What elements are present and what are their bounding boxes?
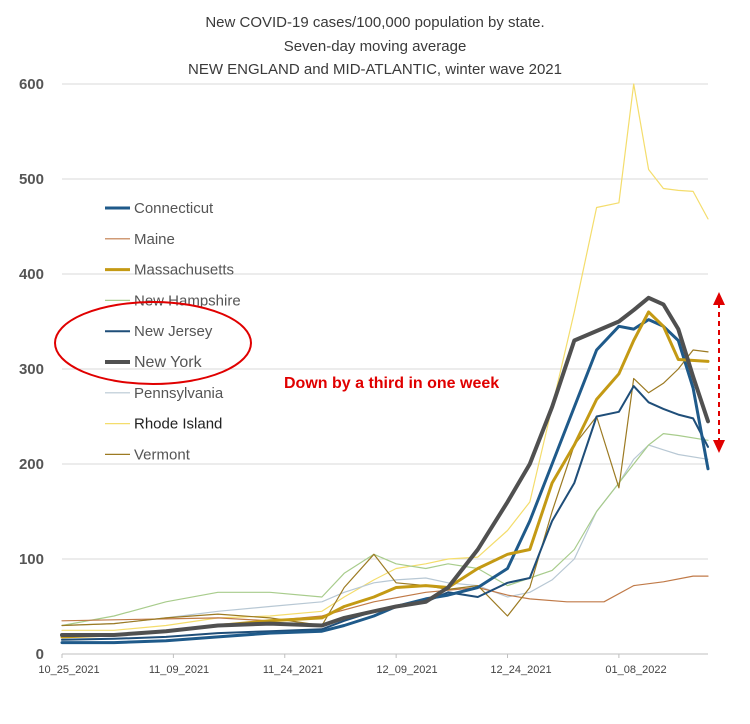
annotation-arrow-head-top <box>713 292 725 305</box>
y-tick-label: 400 <box>19 266 44 283</box>
legend-label-massachusetts: Massachusetts <box>134 262 234 279</box>
chart-title: New COVID-19 cases/100,000 population by… <box>188 14 562 78</box>
annotation-arrow <box>713 292 725 453</box>
y-tick-label: 600 <box>19 76 44 93</box>
legend-label-connecticut: Connecticut <box>134 200 214 217</box>
y-tick-label: 300 <box>19 361 44 378</box>
legend-label-vermont: Vermont <box>134 446 191 463</box>
series-lines <box>60 83 710 645</box>
legend-label-new-york: New York <box>134 354 203 371</box>
highlight-ellipse <box>54 301 252 385</box>
annotation-arrow-head-bottom <box>713 440 725 453</box>
x-axis-ticks: 10_25_2021 11_09_2021 11_24_2021 12_09_2021… <box>38 654 667 676</box>
legend-label-pennsylvania: Pennsylvania <box>134 385 224 402</box>
x-tick-label: 11_24_2021 <box>263 664 323 676</box>
series-line-new-york <box>60 295 710 637</box>
series-line-vermont <box>61 349 709 627</box>
series-line-maine <box>61 575 709 622</box>
chart-title-line-3: NEW ENGLAND and MID-ATLANTIC, winter wav… <box>188 61 562 78</box>
x-tick-label: 01_08_2022 <box>605 664 666 676</box>
chart-title-line-2: Seven-day moving average <box>284 38 467 55</box>
y-tick-label: 100 <box>19 551 44 568</box>
y-tick-label: 500 <box>19 171 44 188</box>
x-tick-label: 11_09_2021 <box>149 664 209 676</box>
y-tick-label: 200 <box>19 456 44 473</box>
legend: Connecticut Maine Massachusetts New Hampshi… <box>105 200 241 463</box>
x-tick-label: 12_09_2021 <box>376 664 437 676</box>
y-tick-label: 0 <box>36 646 44 663</box>
gridlines <box>62 83 708 560</box>
chart-title-line-1: New COVID-19 cases/100,000 population by… <box>205 14 544 31</box>
legend-label-new-jersey: New Jersey <box>134 323 213 340</box>
legend-label-new-hampshire: New Hampshire <box>134 292 241 309</box>
series-line-new-jersey <box>61 385 709 641</box>
series-line-connecticut <box>60 318 710 645</box>
x-tick-label: 12_24_2021 <box>490 664 551 676</box>
legend-label-maine: Maine <box>134 231 175 248</box>
legend-label-rhode-island: Rhode Island <box>134 416 222 433</box>
y-axis-ticks: 0 100 200 300 400 500 600 <box>19 76 44 663</box>
series-line-rhode-island <box>61 83 709 631</box>
annotation-text: Down by a third in one week <box>284 375 499 392</box>
x-tick-label: 10_25_2021 <box>38 664 99 676</box>
